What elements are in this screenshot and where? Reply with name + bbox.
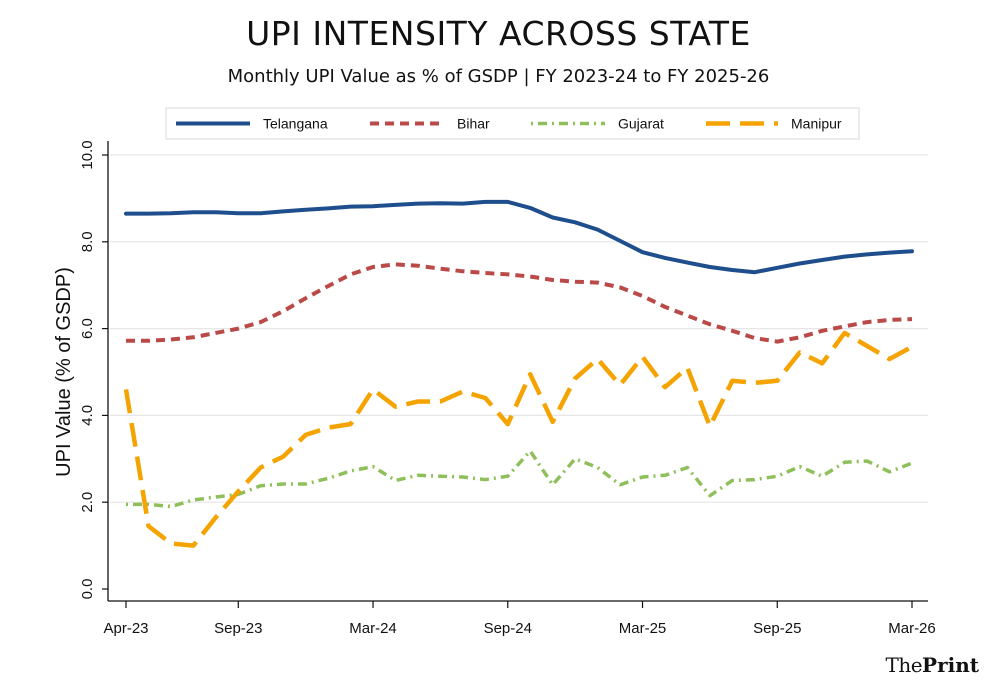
axes: 0.0 2.0 4.0 6.0 8.0 10.0 Apr-23 Sep-23 Mar-24 Sep… (79, 140, 936, 637)
legend-label-telangana: Telangana (263, 116, 328, 132)
y-tick-label: 2.0 (79, 492, 96, 513)
series-group (123, 199, 914, 548)
x-tick-label: Mar-24 (349, 620, 397, 637)
y-axis-title: UPI Value (% of GSDP) (53, 267, 75, 477)
grid (110, 154, 928, 503)
y-tick-label: 10.0 (79, 140, 96, 169)
chart-subtitle: Monthly UPI Value as % of GSDP | FY 2023… (227, 66, 770, 87)
series-line-bihar (126, 262, 913, 344)
series-line-manipur (123, 330, 914, 548)
y-tick-label: 0.0 (79, 579, 96, 600)
legend-label-manipur: Manipur (791, 116, 842, 132)
x-tick-label: Sep-25 (753, 620, 801, 637)
legend-label-gujarat: Gujarat (618, 116, 664, 132)
y-tick-label: 8.0 (79, 231, 96, 252)
y-tick-label: 4.0 (79, 405, 96, 426)
y-tick-label: 6.0 (79, 318, 96, 339)
chart-title: UPI INTENSITY ACROSS STATE (246, 14, 751, 53)
series-line-gujarat (126, 449, 913, 509)
series-line-telangana (124, 199, 914, 275)
legend: Telangana Bihar Gujarat Manipur (165, 107, 860, 140)
brand-the: The (885, 653, 923, 677)
x-tick-label: Mar-26 (888, 620, 936, 637)
brand-logo: ThePrint (885, 653, 979, 677)
x-tick-label: Sep-24 (484, 620, 532, 637)
x-tick-label: Apr-23 (103, 620, 148, 637)
x-tick-label: Mar-25 (619, 620, 667, 637)
brand-print: Print (922, 653, 979, 677)
legend-label-bihar: Bihar (457, 116, 490, 132)
x-tick-label: Sep-23 (214, 620, 262, 637)
